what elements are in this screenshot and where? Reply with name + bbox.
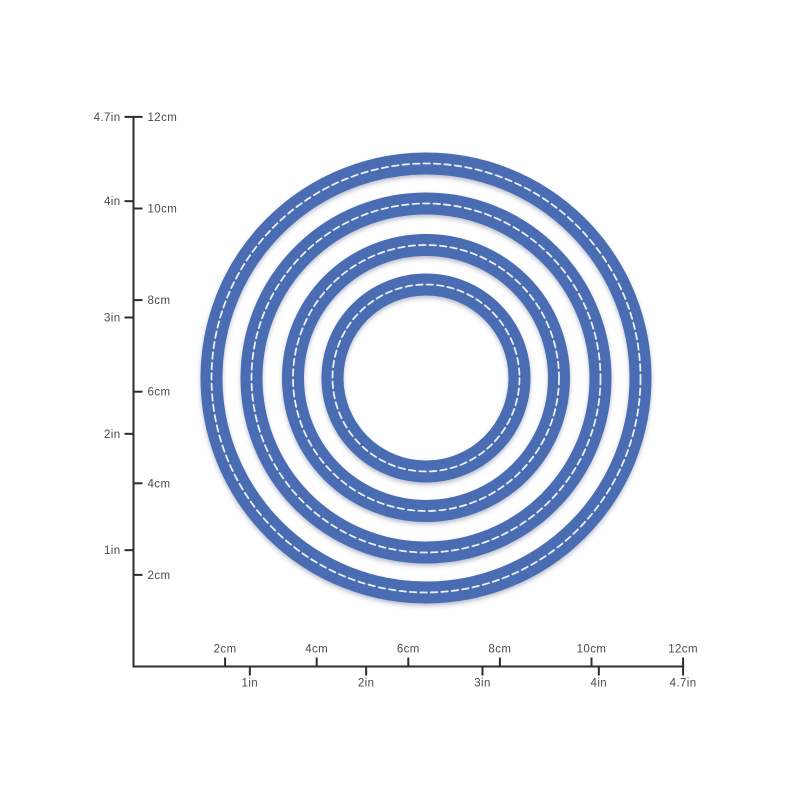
y-axis-cm-tick-label-4cm: 4cm [148,478,171,490]
y-axis-in-tick-label-4.7in: 4.7in [94,112,121,124]
y-axis-cm-tick-label-8cm: 8cm [148,295,171,307]
x-axis-cm-tick-label-4cm: 4cm [305,644,328,656]
y-axis-in-tick-label-1in: 1in [104,545,121,557]
x-axis-cm-tick-label-8cm: 8cm [488,644,511,656]
x-axis-in-tick-label-2in: 2in [358,678,375,690]
y-axis-in-tick-label-4in: 4in [104,196,121,208]
y-axis-cm-tick-label-12cm: 12cm [148,112,178,124]
stitched-circle-4-smallest-stitch-line [331,283,521,473]
stitched-circle-1-largest-stitch-line [210,162,642,594]
stitched-circle-3-stitch-line [292,244,560,512]
stitched-circle-2-stitch-line [250,202,602,554]
y-axis-cm-tick-label-6cm: 6cm [148,387,171,399]
y-axis-cm-tick-label-2cm: 2cm [148,570,171,582]
x-axis-in-tick-label-4.7in: 4.7in [670,678,697,690]
rulers-group: 2cm 4cm 6cm 8cm 10cm 12cm 1in 2in 3in 4in 4.7in 2cm… [94,112,698,690]
x-axis-in-tick-label-3in: 3in [474,678,491,690]
x-axis-cm-tick-label-6cm: 6cm [397,644,420,656]
stitched-circle-4-smallest-band [321,273,531,483]
x-axis-cm-tick-label-12cm: 12cm [668,644,698,656]
y-axis-in-tick-label-3in: 3in [104,313,121,325]
y-axis-in-tick-label-2in: 2in [104,429,121,441]
y-axis-cm-tick-label-10cm: 10cm [148,204,178,216]
x-axis-cm-tick-label-2cm: 2cm [214,644,237,656]
x-axis-in-tick-label-1in: 1in [242,678,259,690]
x-axis-cm-tick-label-10cm: 10cm [577,644,607,656]
stitched-circle-1-largest-band [200,152,652,604]
x-axis-in-tick-label-4in: 4in [591,678,608,690]
rings-group [200,152,652,604]
